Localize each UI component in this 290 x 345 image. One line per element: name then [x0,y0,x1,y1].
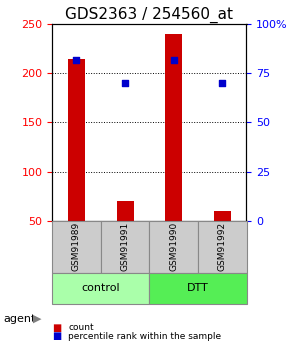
Text: GSM91992: GSM91992 [218,222,227,272]
Text: ■: ■ [52,332,61,341]
Text: GSM91989: GSM91989 [72,222,81,272]
FancyBboxPatch shape [198,221,246,273]
Text: ▶: ▶ [33,314,42,324]
Bar [68,59,85,270]
Text: DTT: DTT [187,283,209,293]
FancyBboxPatch shape [101,221,149,273]
Point [123,80,127,86]
Point [220,80,224,86]
Text: percentile rank within the sample: percentile rank within the sample [68,332,221,341]
FancyBboxPatch shape [149,221,198,273]
Text: ■: ■ [52,323,61,333]
FancyBboxPatch shape [149,273,246,304]
Text: GSM91990: GSM91990 [169,222,178,272]
Title: GDS2363 / 254560_at: GDS2363 / 254560_at [65,7,233,23]
Bar [165,34,182,270]
Point [171,57,176,62]
Bar [117,201,134,270]
FancyBboxPatch shape [52,273,149,304]
Point [74,57,79,62]
FancyBboxPatch shape [52,221,101,273]
Text: control: control [81,283,120,293]
Text: count: count [68,323,94,332]
Text: GSM91991: GSM91991 [121,222,130,272]
Bar [214,211,231,270]
Text: agent: agent [3,314,35,324]
